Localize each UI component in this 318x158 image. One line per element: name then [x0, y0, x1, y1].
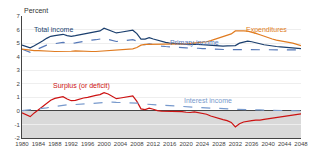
svg-text:Total income: Total income — [34, 26, 73, 33]
svg-text:2024: 2024 — [196, 141, 210, 147]
svg-text:Surplus (or deficit): Surplus (or deficit) — [53, 82, 110, 90]
svg-text:2044: 2044 — [278, 141, 292, 147]
svg-text:Expenditures: Expenditures — [246, 26, 287, 34]
svg-text:-2: -2 — [14, 135, 20, 141]
svg-text:2032: 2032 — [229, 141, 243, 147]
svg-text:4: 4 — [16, 54, 20, 60]
svg-text:-1: -1 — [14, 122, 20, 128]
svg-text:1: 1 — [16, 94, 20, 100]
svg-text:Primary income: Primary income — [170, 39, 219, 47]
svg-text:2020: 2020 — [179, 141, 193, 147]
svg-text:1980: 1980 — [15, 141, 29, 147]
svg-text:5: 5 — [16, 40, 20, 46]
svg-text:2: 2 — [16, 81, 20, 87]
svg-text:2012: 2012 — [147, 141, 161, 147]
svg-text:7: 7 — [16, 13, 20, 19]
svg-text:2000: 2000 — [97, 141, 111, 147]
svg-text:2004: 2004 — [114, 141, 128, 147]
svg-text:1992: 1992 — [65, 141, 79, 147]
svg-text:3: 3 — [16, 67, 20, 73]
svg-text:2040: 2040 — [262, 141, 276, 147]
svg-text:2048: 2048 — [294, 141, 308, 147]
svg-text:1988: 1988 — [48, 141, 62, 147]
svg-text:Percent: Percent — [24, 7, 48, 14]
svg-text:Interest income: Interest income — [184, 97, 232, 104]
svg-text:1996: 1996 — [81, 141, 95, 147]
svg-text:6: 6 — [16, 27, 20, 33]
svg-text:1984: 1984 — [32, 141, 46, 147]
svg-text:0: 0 — [16, 108, 20, 114]
svg-text:2008: 2008 — [130, 141, 144, 147]
svg-text:2028: 2028 — [212, 141, 226, 147]
svg-text:2036: 2036 — [245, 141, 259, 147]
svg-text:2016: 2016 — [163, 141, 177, 147]
